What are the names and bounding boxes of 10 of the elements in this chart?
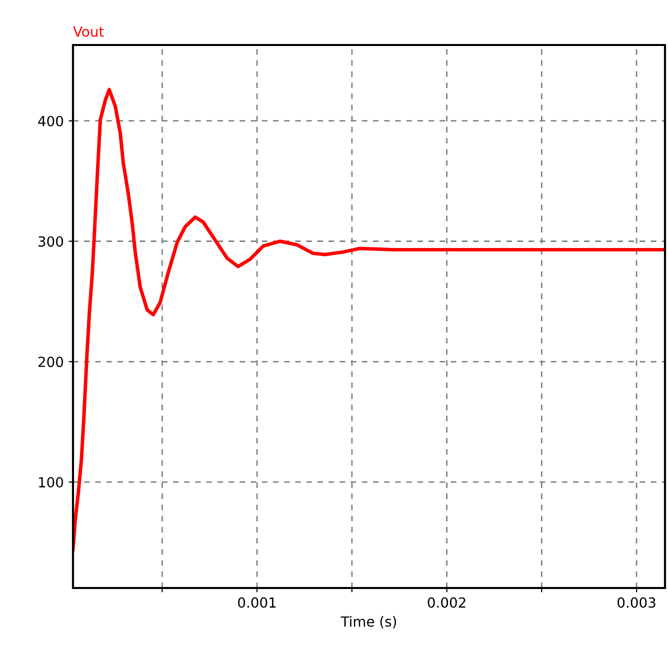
y-tick-label: 100 (38, 477, 64, 488)
chart-title: Vout (73, 26, 104, 37)
y-tick-label: 300 (38, 236, 64, 247)
y-tick-label: 200 (38, 356, 64, 368)
line-series (73, 88, 665, 552)
x-axis-title: Time (s) (340, 616, 396, 628)
y-tick-label: 400 (38, 116, 64, 126)
x-tick-label: 0.002 (428, 597, 466, 608)
x-tick-label: 0.003 (618, 597, 656, 608)
x-tick-label: 0.001 (238, 597, 276, 608)
